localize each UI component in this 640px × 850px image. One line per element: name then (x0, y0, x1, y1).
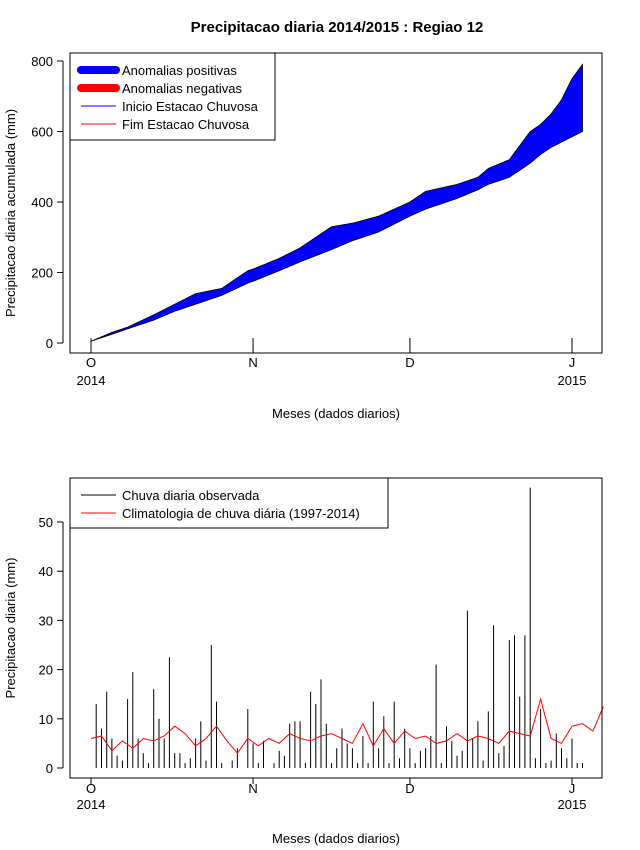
x-tick-year-label: 2014 (77, 373, 106, 388)
top-y-axis-label: Precipitacao diaria acumulada (mm) (3, 109, 18, 317)
x-tick-label: J (569, 781, 576, 796)
y-tick-label: 800 (31, 54, 53, 69)
x-tick-label: D (405, 781, 414, 796)
y-tick-label: 30 (39, 613, 53, 628)
y-tick-label: 40 (39, 564, 53, 579)
top-x-axis: O 2014 N D J 2015 (77, 338, 587, 388)
positive-anomaly-area (90, 63, 583, 342)
y-tick-label: 20 (39, 663, 53, 678)
x-tick-year-label: 2015 (558, 797, 587, 812)
y-tick-label: 0 (46, 761, 53, 776)
y-tick-label: 50 (39, 515, 53, 530)
legend-label: Climatologia de chuva diária (1997-2014) (122, 506, 360, 521)
bottom-y-axis-label: Precipitacao diaria (mm) (3, 558, 18, 699)
x-tick-label: D (405, 355, 414, 370)
x-tick-label: O (86, 355, 96, 370)
legend-label: Chuva diaria observada (122, 488, 260, 503)
legend-label: Fim Estacao Chuvosa (122, 117, 250, 132)
x-tick-label: N (248, 355, 257, 370)
x-tick-label: J (569, 355, 576, 370)
x-tick-label: N (248, 781, 257, 796)
y-tick-label: 200 (31, 266, 53, 281)
legend-label: Anomalias positivas (122, 63, 237, 78)
top-plot-frame (69, 52, 603, 354)
top-legend: Anomalias positivas Anomalias negativas In… (69, 52, 276, 141)
y-tick-label: 600 (31, 125, 53, 140)
y-tick-label: 400 (31, 195, 53, 210)
top-y-axis: 0 200 400 600 800 (31, 54, 64, 351)
chart-title: Precipitacao diaria 2014/2015 : Regiao 1… (191, 19, 484, 36)
bottom-y-axis: 0 10 20 30 40 50 (39, 515, 64, 776)
legend-label: Inicio Estacao Chuvosa (122, 99, 259, 114)
climatology-line (90, 697, 604, 755)
x-tick-year-label: 2014 (77, 797, 106, 812)
climatology-series-line (90, 697, 604, 755)
y-tick-label: 10 (39, 712, 53, 727)
y-tick-label: 0 (46, 336, 53, 351)
top-x-axis-label: Meses (dados diarios) (272, 406, 400, 421)
x-tick-label: O (86, 781, 96, 796)
top-panel: 0 200 400 600 800 O 2014 N D J 2015 Meses (dados … (3, 52, 603, 421)
cumulative-anomaly-area (90, 63, 583, 342)
x-tick-year-label: 2015 (558, 373, 587, 388)
bottom-x-axis-label: Meses (dados diarios) (272, 831, 400, 846)
daily-rain-bars (95, 487, 583, 768)
legend-label: Anomalias negativas (122, 81, 242, 96)
bottom-legend: Chuva diaria observada Climatologia de ch… (69, 477, 389, 529)
legend-box (69, 477, 389, 529)
